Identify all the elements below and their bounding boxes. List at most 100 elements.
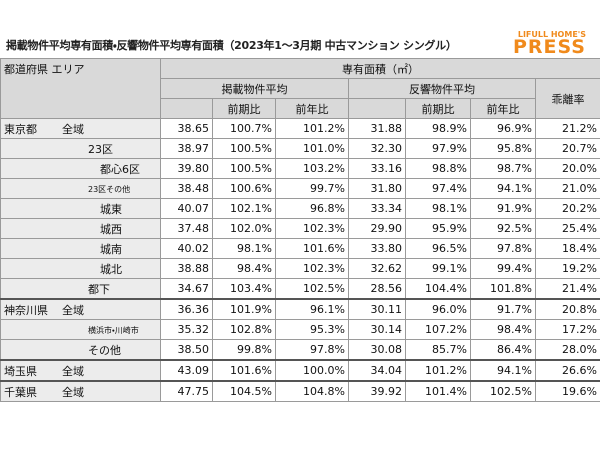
value-cell: 99.1% <box>405 258 471 279</box>
value-cell: 30.11 <box>348 298 406 320</box>
value-cell: 94.1% <box>470 359 536 382</box>
head-area: 都道府県 エリア <box>0 58 161 119</box>
value-cell: 20.7% <box>535 138 600 159</box>
head-group: 専有面積（㎡） <box>160 58 600 79</box>
value-cell: 39.80 <box>160 158 213 179</box>
table-row: 23区その他 38.48 100.6% 99.7% 31.80 97.4% 94.1% 21.… <box>0 178 600 199</box>
area: 全域 <box>62 385 84 399</box>
value-cell: 91.9% <box>470 198 536 219</box>
data-table: 都道府県 エリア 専有面積（㎡） 掲載物件平均 反響物件平均 乖離率 前期比 前… <box>0 58 600 402</box>
area-cell: 城西 <box>0 218 161 239</box>
area: 全域 <box>62 303 84 317</box>
area: 城南 <box>100 242 122 256</box>
table-row: 都下 34.67 103.4% 102.5% 28.56 104.4% 101.8% 21.4… <box>0 278 600 300</box>
value-cell: 95.3% <box>275 319 349 340</box>
value-cell: 100.0% <box>275 359 349 382</box>
area-cell: 23区その他 <box>0 178 161 199</box>
value-cell: 100.5% <box>212 138 276 159</box>
area-cell: 横浜市・川崎市 <box>0 319 161 340</box>
value-cell: 98.1% <box>212 238 276 259</box>
value-cell: 34.67 <box>160 278 213 300</box>
value-cell: 38.88 <box>160 258 213 279</box>
value-cell: 43.09 <box>160 359 213 382</box>
value-cell: 101.6% <box>212 359 276 382</box>
value-cell: 91.7% <box>470 298 536 320</box>
area: 城北 <box>100 262 122 276</box>
area: 23区その他 <box>88 185 131 194</box>
value-cell: 21.4% <box>535 278 600 300</box>
value-cell: 21.2% <box>535 118 600 139</box>
value-cell: 95.8% <box>470 138 536 159</box>
value-cell: 97.4% <box>405 178 471 199</box>
value-cell: 29.90 <box>348 218 406 239</box>
prefecture: 千葉県 <box>4 385 37 399</box>
table-body: 東京都 全域 38.65 100.7% 101.2% 31.88 98.9% 96.9% 21.… <box>0 118 600 402</box>
value-cell: 30.08 <box>348 339 406 361</box>
value-cell: 31.80 <box>348 178 406 199</box>
value-cell: 104.5% <box>212 380 276 402</box>
area-cell: 埼玉県 全域 <box>0 359 161 382</box>
logo-bottom: PRESS <box>512 36 586 58</box>
value-cell: 34.04 <box>348 359 406 382</box>
head-blank <box>160 98 213 119</box>
value-cell: 98.7% <box>470 158 536 179</box>
value-cell: 100.7% <box>212 118 276 139</box>
prefecture: 東京都 <box>4 122 37 136</box>
table-row: 埼玉県 全域 43.09 101.6% 100.0% 34.04 101.2% 94.1% 26… <box>0 359 600 382</box>
table-row: 城東 40.07 102.1% 96.8% 33.34 98.1% 91.9% 20.2% <box>0 198 600 219</box>
head-yoy: 前年比 <box>275 98 349 119</box>
value-cell: 100.6% <box>212 178 276 199</box>
area-cell: 都心6区 <box>0 158 161 179</box>
value-cell: 101.4% <box>405 380 471 402</box>
value-cell: 28.56 <box>348 278 406 300</box>
value-cell: 86.4% <box>470 339 536 361</box>
value-cell: 103.2% <box>275 158 349 179</box>
value-cell: 38.65 <box>160 118 213 139</box>
value-cell: 101.9% <box>212 298 276 320</box>
area-cell: 城東 <box>0 198 161 219</box>
value-cell: 33.80 <box>348 238 406 259</box>
value-cell: 98.4% <box>212 258 276 279</box>
value-cell: 20.2% <box>535 198 600 219</box>
value-cell: 39.92 <box>348 380 406 402</box>
value-cell: 101.2% <box>405 359 471 382</box>
area-cell: 神奈川県 全域 <box>0 298 161 320</box>
value-cell: 47.75 <box>160 380 213 402</box>
value-cell: 99.8% <box>212 339 276 361</box>
table-row: 都心6区 39.80 100.5% 103.2% 33.16 98.8% 98.7% 20.0… <box>0 158 600 179</box>
value-cell: 37.48 <box>160 218 213 239</box>
table-row: 横浜市・川崎市 35.32 102.8% 95.3% 30.14 107.2% 98.4% 1… <box>0 319 600 340</box>
value-cell: 102.5% <box>275 278 349 300</box>
value-cell: 17.2% <box>535 319 600 340</box>
table-row: その他 38.50 99.8% 97.8% 30.08 85.7% 86.4% 28.0% <box>0 339 600 361</box>
value-cell: 38.50 <box>160 339 213 361</box>
area: 23区 <box>88 142 113 156</box>
value-cell: 99.4% <box>470 258 536 279</box>
head-listed: 掲載物件平均 <box>160 78 349 99</box>
value-cell: 97.8% <box>275 339 349 361</box>
area: その他 <box>88 343 121 357</box>
title: 掲載物件平均専有面積・反響物件平均専有面積（2023年1～3月期 中古マンション… <box>6 39 457 52</box>
area-cell: 23区 <box>0 138 161 159</box>
value-cell: 19.6% <box>535 380 600 402</box>
area: 全域 <box>62 122 84 136</box>
head-gap: 乖離率 <box>535 78 600 119</box>
value-cell: 38.97 <box>160 138 213 159</box>
area-cell: 千葉県 全域 <box>0 380 161 402</box>
value-cell: 36.36 <box>160 298 213 320</box>
area-cell: 東京都 全域 <box>0 118 161 139</box>
value-cell: 40.07 <box>160 198 213 219</box>
value-cell: 96.9% <box>470 118 536 139</box>
value-cell: 97.9% <box>405 138 471 159</box>
value-cell: 103.4% <box>212 278 276 300</box>
table-row: 城西 37.48 102.0% 102.3% 29.90 95.9% 92.5% 25.4% <box>0 218 600 239</box>
value-cell: 26.6% <box>535 359 600 382</box>
value-cell: 40.02 <box>160 238 213 259</box>
value-cell: 101.2% <box>275 118 349 139</box>
value-cell: 98.9% <box>405 118 471 139</box>
value-cell: 20.0% <box>535 158 600 179</box>
area: 横浜市・川崎市 <box>88 326 139 335</box>
head-yoy: 前年比 <box>470 98 536 119</box>
value-cell: 92.5% <box>470 218 536 239</box>
